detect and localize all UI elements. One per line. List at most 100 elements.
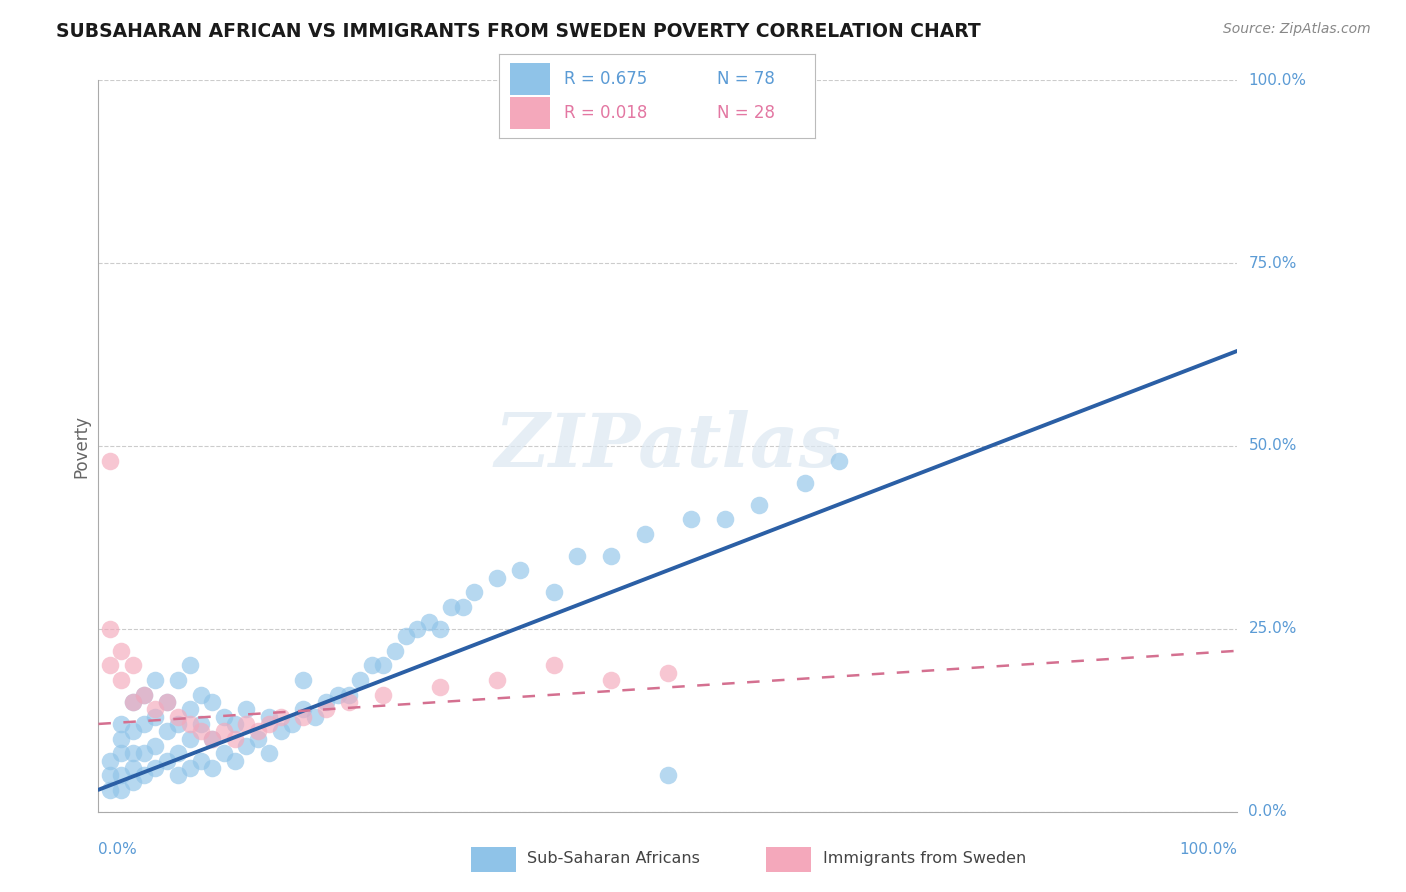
Point: [714, 512, 737, 526]
Point: [748, 498, 770, 512]
Point: [156, 695, 179, 709]
Point: [121, 658, 143, 673]
Point: [360, 658, 382, 673]
Point: [110, 731, 132, 746]
Point: [337, 695, 360, 709]
Point: [828, 453, 851, 467]
Point: [167, 709, 190, 723]
Point: [98, 754, 121, 768]
Point: [179, 761, 201, 775]
Point: [121, 695, 143, 709]
Point: [132, 746, 155, 760]
Point: [429, 681, 451, 695]
Point: [212, 724, 235, 739]
Text: 50.0%: 50.0%: [1249, 439, 1296, 453]
Point: [110, 673, 132, 687]
Point: [190, 724, 212, 739]
Text: R = 0.018: R = 0.018: [564, 104, 647, 122]
Point: [110, 782, 132, 797]
Point: [167, 746, 190, 760]
Point: [235, 717, 257, 731]
Point: [212, 709, 235, 723]
Point: [212, 746, 235, 760]
Point: [121, 775, 143, 789]
Text: Source: ZipAtlas.com: Source: ZipAtlas.com: [1223, 22, 1371, 37]
Point: [179, 702, 201, 716]
Text: 100.0%: 100.0%: [1249, 73, 1306, 87]
Text: Immigrants from Sweden: Immigrants from Sweden: [823, 851, 1026, 865]
Point: [657, 768, 679, 782]
Point: [326, 688, 349, 702]
Point: [418, 615, 440, 629]
Point: [132, 688, 155, 702]
Point: [201, 761, 224, 775]
Text: 75.0%: 75.0%: [1249, 256, 1296, 270]
Point: [406, 622, 429, 636]
Point: [429, 622, 451, 636]
Point: [270, 709, 292, 723]
Point: [486, 673, 509, 687]
Point: [315, 695, 337, 709]
Point: [246, 724, 269, 739]
Point: [337, 688, 360, 702]
Point: [235, 739, 257, 753]
Point: [600, 673, 623, 687]
Point: [167, 717, 190, 731]
Point: [281, 717, 304, 731]
Point: [565, 549, 588, 563]
Point: [224, 731, 246, 746]
Point: [190, 688, 212, 702]
Point: [121, 761, 143, 775]
Point: [98, 658, 121, 673]
Point: [201, 695, 224, 709]
Point: [440, 599, 463, 614]
Point: [509, 563, 531, 577]
Point: [121, 724, 143, 739]
Point: [179, 717, 201, 731]
Point: [145, 673, 167, 687]
Point: [463, 585, 485, 599]
Point: [246, 731, 269, 746]
Point: [110, 746, 132, 760]
Point: [190, 754, 212, 768]
Point: [793, 475, 815, 490]
Point: [156, 754, 179, 768]
Point: [110, 717, 132, 731]
Point: [292, 709, 315, 723]
Point: [132, 688, 155, 702]
Point: [132, 717, 155, 731]
Point: [259, 746, 281, 760]
Text: N = 78: N = 78: [717, 70, 775, 88]
Point: [634, 526, 657, 541]
Point: [259, 709, 281, 723]
Text: SUBSAHARAN AFRICAN VS IMMIGRANTS FROM SWEDEN POVERTY CORRELATION CHART: SUBSAHARAN AFRICAN VS IMMIGRANTS FROM SW…: [56, 22, 981, 41]
Point: [543, 658, 565, 673]
Text: 100.0%: 100.0%: [1180, 842, 1237, 857]
Point: [235, 702, 257, 716]
Point: [259, 717, 281, 731]
Point: [145, 702, 167, 716]
Point: [315, 702, 337, 716]
Point: [167, 673, 190, 687]
Point: [600, 549, 623, 563]
Point: [371, 658, 394, 673]
Point: [304, 709, 326, 723]
Point: [349, 673, 371, 687]
Point: [292, 702, 315, 716]
Point: [145, 761, 167, 775]
Text: N = 28: N = 28: [717, 104, 775, 122]
Point: [98, 453, 121, 467]
Point: [121, 695, 143, 709]
Point: [145, 739, 167, 753]
Y-axis label: Poverty: Poverty: [72, 415, 90, 477]
Point: [371, 688, 394, 702]
Text: ZIPatlas: ZIPatlas: [495, 409, 841, 483]
Point: [679, 512, 702, 526]
Point: [98, 622, 121, 636]
Point: [543, 585, 565, 599]
Text: 0.0%: 0.0%: [98, 842, 138, 857]
Point: [179, 731, 201, 746]
Text: 0.0%: 0.0%: [1249, 805, 1286, 819]
Text: Sub-Saharan Africans: Sub-Saharan Africans: [527, 851, 700, 865]
Point: [167, 768, 190, 782]
